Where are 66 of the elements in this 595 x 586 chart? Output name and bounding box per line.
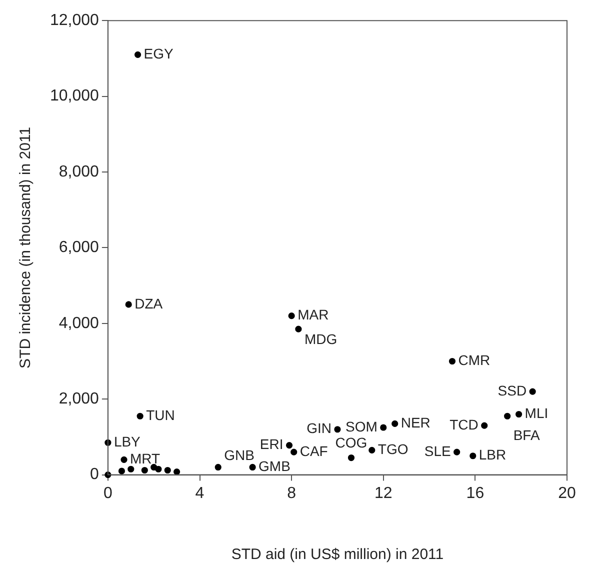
x-tick-label: 12 bbox=[374, 484, 392, 502]
point bbox=[286, 442, 293, 449]
annotation: EGY bbox=[144, 46, 174, 62]
annotation: DZA bbox=[134, 295, 164, 312]
point bbox=[249, 464, 256, 471]
point bbox=[290, 448, 298, 456]
annotation: ERI bbox=[260, 436, 284, 452]
annotation: MAR bbox=[298, 306, 329, 323]
point bbox=[128, 466, 134, 472]
point bbox=[368, 446, 376, 454]
annotation: SOM bbox=[345, 418, 378, 434]
point bbox=[120, 456, 128, 463]
annotation: MDG bbox=[304, 330, 338, 347]
x-tick-label: 0 bbox=[103, 484, 112, 502]
point bbox=[173, 468, 180, 476]
annotation: NER bbox=[400, 414, 430, 431]
annotation: COG bbox=[335, 434, 368, 451]
y-tick-label: 6,000 bbox=[58, 239, 100, 256]
annotation: MRT bbox=[130, 450, 161, 467]
annotation: GIN bbox=[306, 420, 332, 436]
y-tick-label: 4,000 bbox=[58, 314, 100, 332]
point bbox=[504, 412, 511, 420]
annotation: LBY bbox=[114, 433, 142, 450]
point bbox=[141, 466, 148, 474]
point bbox=[380, 424, 387, 431]
y-tick-label: 8,000 bbox=[58, 163, 100, 180]
point bbox=[481, 422, 488, 429]
point bbox=[155, 466, 162, 472]
point bbox=[516, 410, 522, 418]
annotation: SLE bbox=[424, 442, 451, 459]
annotation: GNB bbox=[224, 447, 254, 464]
annotation: BFA bbox=[513, 426, 540, 443]
point bbox=[454, 448, 460, 456]
y-tick-label: 2,000 bbox=[58, 390, 100, 408]
point bbox=[334, 426, 341, 433]
annotation: CAF bbox=[300, 442, 328, 459]
x-tick-label: 8 bbox=[287, 484, 296, 502]
annotation: MLI bbox=[524, 405, 548, 422]
x-axis-title: STD aid (in US$ million) in 2011 bbox=[231, 546, 444, 564]
annotation: LBR bbox=[478, 446, 506, 463]
annotation: CMR bbox=[458, 352, 490, 368]
x-tick-label: 16 bbox=[466, 484, 484, 502]
annotation: TUN bbox=[146, 406, 175, 423]
point bbox=[134, 51, 142, 58]
y-tick-label: 10,000 bbox=[50, 88, 100, 105]
y-axis-title: STD incidence (in thousand) in 2011 bbox=[17, 126, 34, 368]
point bbox=[118, 468, 126, 474]
annotation: SSD bbox=[498, 382, 527, 398]
y-tick-label: 12,000 bbox=[50, 12, 100, 30]
point bbox=[448, 358, 456, 365]
annotation: TGO bbox=[378, 441, 408, 458]
point bbox=[164, 466, 171, 474]
y-tick-label: 0 bbox=[90, 466, 100, 484]
point bbox=[214, 464, 222, 471]
point bbox=[348, 454, 355, 462]
x-tick-label: 4 bbox=[195, 484, 204, 502]
point bbox=[392, 420, 398, 428]
point bbox=[288, 312, 295, 320]
point bbox=[295, 326, 302, 332]
point bbox=[136, 412, 144, 420]
point bbox=[529, 388, 536, 395]
annotation: TCD bbox=[450, 416, 478, 432]
point bbox=[470, 452, 476, 460]
point bbox=[125, 301, 132, 308]
annotation: GMB bbox=[258, 458, 290, 474]
x-tick-label: 20 bbox=[558, 484, 576, 502]
